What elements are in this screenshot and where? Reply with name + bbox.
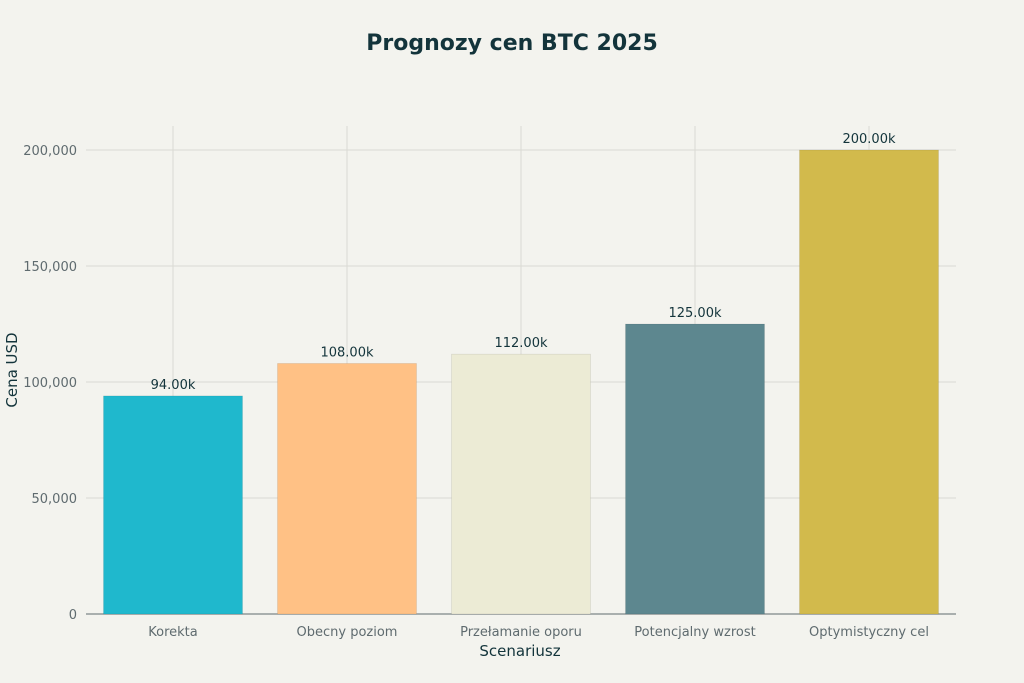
chart-title: Prognozy cen BTC 2025 xyxy=(366,31,658,56)
bar-potencjalny-wzrost[interactable] xyxy=(625,323,765,615)
bar-layer xyxy=(103,149,939,615)
bar-value-label: 125.00k xyxy=(668,306,721,321)
x-tick-label: Korekta xyxy=(148,625,197,640)
bar-value-label: 108.00k xyxy=(320,345,373,360)
y-axis-title: Cena USD xyxy=(3,332,21,407)
x-tick-label: Optymistyczny cel xyxy=(809,625,929,640)
x-tick-label: Obecny poziom xyxy=(297,625,398,640)
bar-value-label: 94.00k xyxy=(151,378,196,393)
bar-korekta[interactable] xyxy=(103,395,243,615)
data-labels: 94.00k 108.00k 112.00k 125.00k 200.00k xyxy=(151,132,896,393)
y-tick-label: 150,000 xyxy=(23,260,77,275)
y-tick-label: 50,000 xyxy=(32,492,78,507)
bar-value-label: 112.00k xyxy=(494,336,547,351)
bar-value-label: 200.00k xyxy=(842,132,895,147)
y-tick-label: 200,000 xyxy=(23,144,77,159)
bar-optymistyczny-cel[interactable] xyxy=(799,149,939,615)
x-tick-label: Potencjalny wzrost xyxy=(634,625,755,640)
bar-prze-amanie-oporu[interactable] xyxy=(451,353,591,615)
x-tick-labels: Korekta Obecny poziom Przełamanie oporu Pot… xyxy=(148,625,929,640)
y-tick-label: 0 xyxy=(69,608,77,623)
x-axis-title: Scenariusz xyxy=(479,642,560,660)
x-tick-label: Przełamanie oporu xyxy=(460,625,582,640)
bar-obecny-poziom[interactable] xyxy=(277,363,417,615)
y-tick-labels: 0 50,000 100,000 150,000 200,000 xyxy=(23,144,77,623)
y-tick-label: 100,000 xyxy=(23,376,77,391)
